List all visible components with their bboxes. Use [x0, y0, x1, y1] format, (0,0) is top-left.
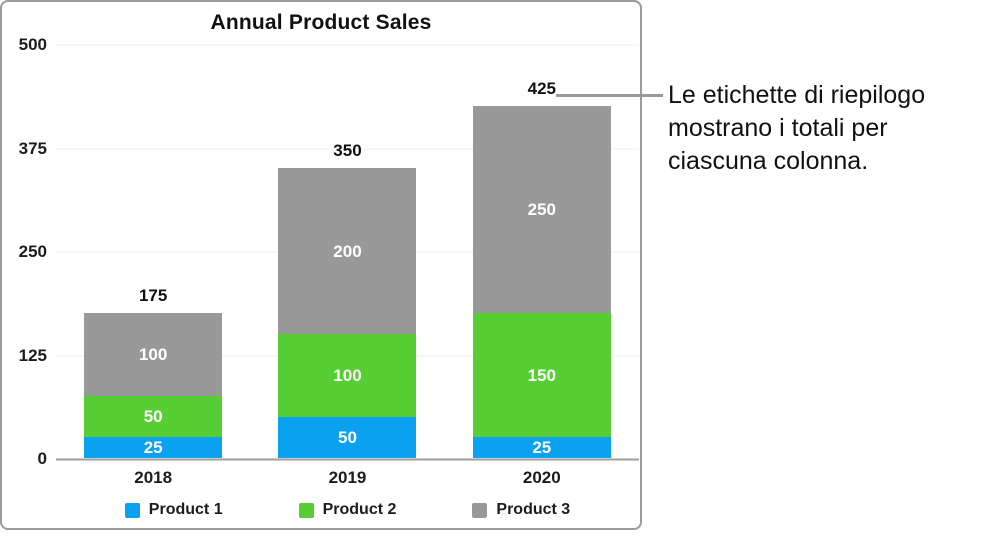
- total-label-2020: 425: [527, 79, 556, 99]
- segment-value-label: 100: [138, 345, 168, 365]
- y-axis-tick-label-125: 125: [18, 345, 47, 365]
- legend-label: Product 2: [322, 501, 397, 518]
- y-axis-tick-label-250: 250: [18, 242, 47, 261]
- chart-panel: Annual Product Sales 0 125 250 375 500 175 10…: [0, 0, 642, 530]
- x-axis-labels: 2018 2019 2020: [56, 468, 639, 488]
- bar-segment-product-3-2018[interactable]: 100: [84, 313, 223, 396]
- legend-swatch-product-1: [124, 502, 140, 518]
- x-axis-category-label-2020: 2020: [522, 468, 561, 487]
- bar-segment-product-2-2020[interactable]: 150: [472, 313, 611, 438]
- total-label-2018: 175: [138, 286, 168, 306]
- legend-swatch-product-2: [298, 502, 314, 518]
- bar-segment-product-1-2019[interactable]: 50: [278, 416, 417, 458]
- legend-item-product-2[interactable]: Product 2: [298, 501, 397, 519]
- segment-value-label: 25: [143, 438, 163, 458]
- y-axis-tick-label-500: 500: [18, 35, 47, 54]
- plot-area: 175 100 50 25 350 200 100 50 425 250 150 25: [56, 44, 639, 461]
- bar-column-2019: 350 200 100 50: [278, 141, 417, 458]
- x-axis-category-label-2019: 2019: [328, 468, 367, 487]
- y-axis-tick-label-375: 375: [18, 138, 47, 158]
- bars-container: 175 100 50 25 350 200 100 50 425 250 150 25: [56, 44, 639, 458]
- segment-value-label: 200: [333, 241, 362, 261]
- segment-value-label: 50: [338, 427, 357, 447]
- bar-column-2020: 425 250 150 25: [472, 79, 611, 458]
- legend-label: Product 1: [148, 501, 223, 518]
- x-axis-category-label-2018: 2018: [134, 468, 173, 487]
- segment-value-label: 100: [333, 365, 362, 385]
- segment-value-label: 150: [527, 365, 556, 385]
- bar-segment-product-1-2020[interactable]: 25: [472, 437, 611, 458]
- gridline-500: [56, 44, 639, 46]
- y-axis-labels: 0 125 250 375 500: [2, 35, 47, 468]
- bar-segment-product-1-2018[interactable]: 25: [84, 437, 223, 458]
- y-axis-tick-label-0: 0: [37, 449, 47, 468]
- x-axis-line: [56, 458, 639, 461]
- annotation-text: Le etichette di riepilogo mostrano i tot…: [668, 81, 926, 175]
- bar-segment-product-2-2018[interactable]: 50: [84, 395, 223, 438]
- segment-value-label: 25: [532, 438, 552, 458]
- chart-legend: Product 1 Product 2 Product 3: [56, 501, 639, 519]
- segment-value-label: 50: [143, 407, 163, 427]
- bar-segment-product-3-2019[interactable]: 200: [278, 168, 417, 334]
- bar-segment-product-2-2019[interactable]: 100: [278, 333, 417, 417]
- legend-item-product-1[interactable]: Product 1: [124, 501, 223, 519]
- total-label-2019: 350: [333, 141, 362, 161]
- segment-value-label: 250: [527, 200, 556, 220]
- legend-item-product-3[interactable]: Product 3: [472, 501, 570, 519]
- bar-column-2018: 175 100 50 25: [84, 286, 223, 458]
- chart-title: Annual Product Sales: [210, 11, 432, 34]
- bar-segment-product-3-2020[interactable]: 250: [472, 106, 611, 314]
- gridline-375: [56, 148, 639, 149]
- legend-swatch-product-3: [472, 502, 488, 518]
- legend-label: Product 3: [496, 501, 571, 518]
- callout-line: [556, 94, 663, 97]
